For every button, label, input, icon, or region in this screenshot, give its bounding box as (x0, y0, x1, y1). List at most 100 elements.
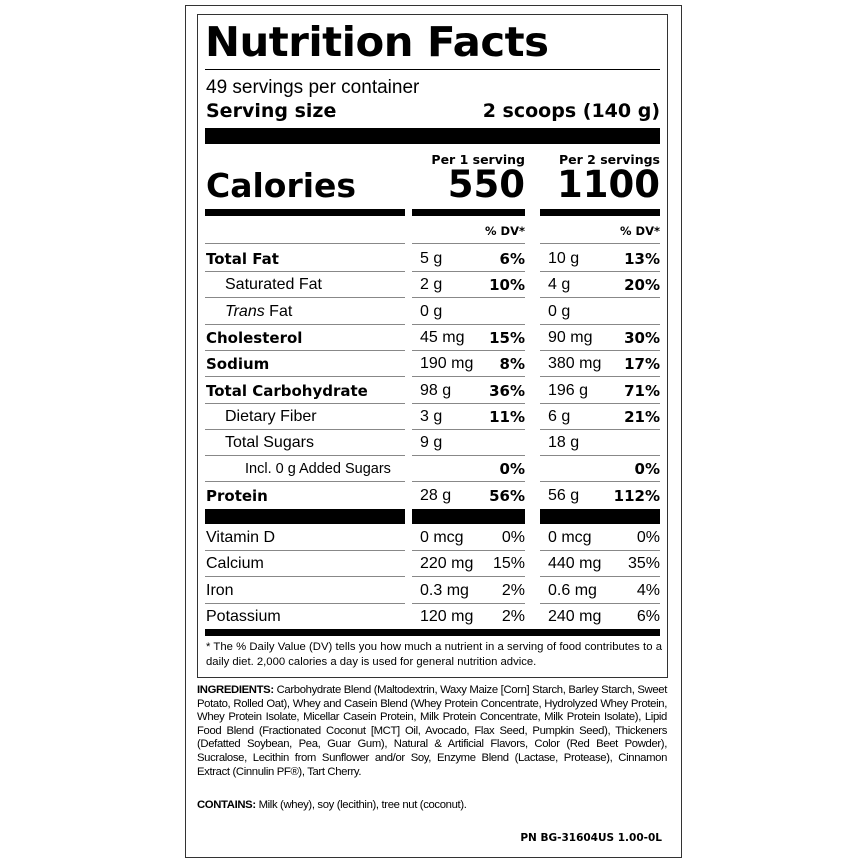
per-2-servings-header: Per 2 servings (558, 152, 660, 167)
nutrient-name: Dietary Fiber (225, 407, 317, 425)
dv-2: 17% (624, 355, 660, 374)
nutrient-label: Trans Fat (225, 299, 292, 325)
per-2-servings-cell: 18 g (540, 430, 660, 457)
nutrient-name: Saturated Fat (225, 276, 322, 294)
thick-divider (412, 209, 525, 216)
dv-header-2: % DV* (620, 224, 660, 238)
per-2-servings-cell: 10 g 13% (540, 246, 660, 272)
nutrient-label-cell: Protein (205, 483, 405, 509)
amount-1: 45 mg (420, 328, 465, 346)
amount-1: 2 g (420, 276, 443, 294)
amount-2: 18 g (548, 434, 580, 452)
nutrient-name: Fat (264, 302, 293, 320)
per-2-servings-cell: 440 mg 35% (540, 551, 660, 578)
amount-1: 0 g (420, 302, 443, 320)
label-outer-border (185, 5, 682, 858)
dv-2: 30% (624, 328, 660, 347)
nutrient-name: Cholesterol (206, 328, 303, 347)
servings-per-container: 49 servings per container (206, 77, 420, 98)
amount-1: 28 g (420, 486, 452, 504)
thick-divider (205, 209, 405, 216)
per-1-serving-cell: 190 mg 8% (412, 351, 525, 378)
dv-2: 71% (624, 381, 660, 400)
dv-1: 56% (489, 486, 525, 505)
amount-1: 0.3 mg (420, 581, 469, 599)
nutrient-name: Sodium (206, 355, 270, 374)
thick-divider (205, 128, 660, 144)
nutrient-name: Vitamin D (206, 529, 276, 546)
nutrient-label-cell: Dietary Fiber (205, 404, 405, 430)
nutrient-label-cell: Saturated Fat (205, 272, 405, 299)
per-2-servings-cell: 0.6 mg 4% (540, 578, 660, 604)
divider (205, 69, 660, 70)
per-1-serving-cell: 9 g (412, 430, 525, 457)
dv-1: 8% (499, 355, 525, 374)
nutrient-label-cell: Sodium (205, 351, 405, 378)
dv-1: 10% (489, 276, 525, 295)
amount-1: 0 mcg (420, 529, 464, 546)
per-2-servings-cell: 0 mcg 0% (540, 525, 660, 551)
nutrient-label-cell: Calcium (205, 551, 405, 578)
nutrient-label: Potassium (206, 604, 281, 630)
amount-2: 440 mg (548, 555, 602, 573)
dv-1: 2% (501, 607, 525, 625)
contains-text: Milk (whey), soy (lecithin), tree nut (c… (255, 799, 467, 811)
dv-1: 36% (489, 381, 525, 400)
nutrient-name: Calcium (206, 555, 264, 573)
amount-2: 10 g (548, 250, 580, 267)
dv-1: 2% (501, 581, 525, 599)
amount-1: 220 mg (420, 555, 474, 573)
nutrient-label: Protein (206, 483, 268, 509)
nutrient-label-cell: Vitamin D (205, 525, 405, 551)
per-1-serving-cell: 45 mg 15% (412, 325, 525, 351)
nutrition-facts-title: Nutrition Facts (205, 18, 549, 66)
per-2-servings-cell: 90 mg 30% (540, 325, 660, 351)
dv-2: 20% (624, 276, 660, 295)
dv-1: 15% (492, 555, 525, 573)
nutrient-label-cell: Cholesterol (205, 325, 405, 351)
calories-per-2-servings: 1100 (557, 163, 660, 206)
nutrient-label-cell: Incl. 0 g Added Sugars (205, 456, 405, 483)
nutrient-label: Total Fat (206, 246, 279, 272)
dv-2: 13% (624, 250, 660, 268)
per-2-servings-cell: 240 mg 6% (540, 604, 660, 630)
nutrient-label-cell: Total Sugars (205, 430, 405, 457)
amount-1: 9 g (420, 434, 443, 452)
nutrient-name: Total Fat (206, 250, 279, 268)
dv-2: 0% (634, 460, 660, 479)
dv-1: 6% (499, 250, 525, 268)
amount-2: 56 g (548, 486, 580, 504)
dv-2: 35% (627, 555, 660, 573)
per-2-servings-cell: 380 mg 17% (540, 351, 660, 378)
facts-panel-border (197, 14, 668, 678)
divider (205, 243, 405, 244)
per-1-serving-cell: 0% (412, 456, 525, 483)
per-2-servings-cell: 196 g 71% (540, 378, 660, 404)
dv-1: 0% (499, 460, 525, 479)
per-2-servings-cell: 4 g 20% (540, 272, 660, 299)
amount-2: 6 g (548, 407, 571, 425)
ingredients: INGREDIENTS: Carbohydrate Blend (Maltode… (197, 684, 667, 779)
ingredients-text: Carbohydrate Blend (Maltodextrin, Waxy M… (197, 684, 667, 778)
amount-2: 196 g (548, 381, 589, 399)
nutrient-name: Incl. 0 g Added Sugars (245, 461, 391, 478)
amount-1: 98 g (420, 381, 452, 399)
nutrient-name: Iron (206, 581, 234, 599)
per-2-servings-cell: 0% (540, 456, 660, 483)
divider (540, 243, 660, 244)
thick-divider (205, 509, 405, 524)
nutrient-label: Dietary Fiber (225, 404, 317, 430)
nutrient-name: Protein (206, 486, 268, 505)
label-italic: Trans (225, 302, 265, 320)
dv-2: 6% (636, 607, 660, 625)
calories-label: Calories (206, 166, 357, 205)
nutrient-label: Total Carbohydrate (206, 378, 368, 404)
thick-divider (205, 629, 660, 636)
nutrient-label: Saturated Fat (225, 272, 322, 298)
serving-size-value: 2 scoops (140 g) (482, 100, 660, 122)
per-2-servings-cell: 6 g 21% (540, 404, 660, 430)
nutrient-label: Iron (206, 578, 234, 604)
per-1-serving-cell: 220 mg 15% (412, 551, 525, 578)
dv-1: 15% (489, 328, 525, 347)
per-1-serving-header: Per 1 serving (431, 152, 525, 167)
